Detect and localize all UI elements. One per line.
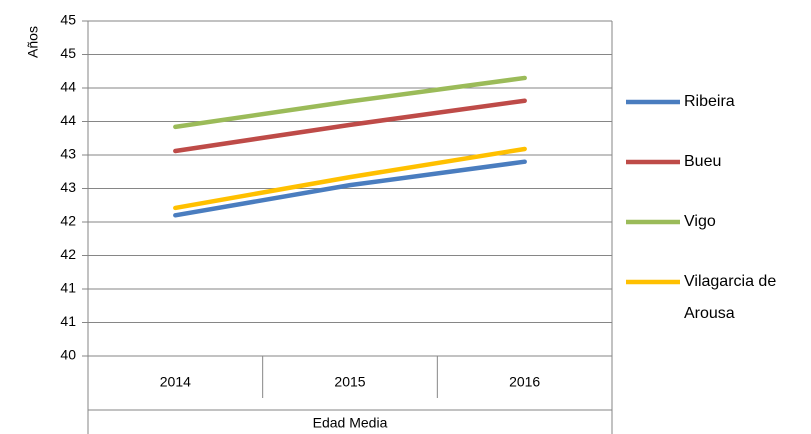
series-line: [173, 98, 527, 154]
legend-label: Ribeira: [684, 93, 735, 110]
y-tick-label: 44: [60, 79, 76, 95]
series-line: [173, 146, 527, 211]
legend-label: Vigo: [684, 213, 716, 230]
x-tick-label: 2015: [334, 374, 365, 390]
x-tick-label: 2014: [160, 374, 191, 390]
y-tick-label: 42: [60, 246, 76, 262]
y-tick-label: 41: [60, 280, 76, 296]
y-tick-label: 43: [60, 179, 76, 195]
y-tick-label: 44: [60, 112, 76, 128]
series-line: [173, 159, 527, 218]
y-tick-label: 45: [60, 45, 76, 61]
x-axis-label: Edad Media: [313, 415, 388, 431]
y-tick-label: 45: [60, 12, 76, 28]
y-tick-label: 40: [60, 347, 76, 363]
x-tick-label: 2016: [509, 374, 540, 390]
legend-label: Vilagarcia de Arousa: [684, 273, 777, 322]
y-tick-label: 42: [60, 213, 76, 229]
y-tick-label: 41: [60, 313, 76, 329]
y-tick-label: 43: [60, 146, 76, 162]
series-line: [173, 75, 527, 130]
legend-label: Bueu: [684, 153, 722, 170]
y-axis-label: Años: [25, 26, 41, 58]
